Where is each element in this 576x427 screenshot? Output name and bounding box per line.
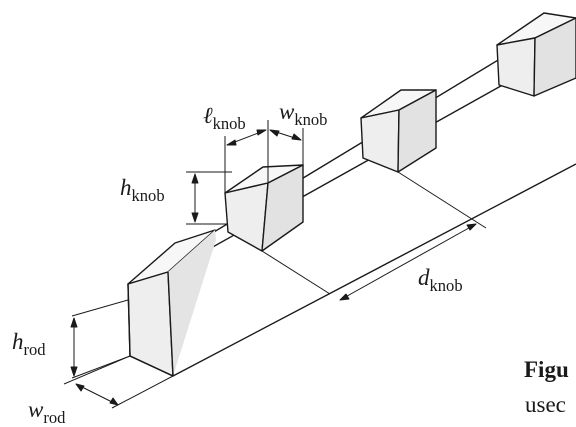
d-knob-label: dknob (418, 266, 463, 294)
caption-line-1: Figu (524, 357, 569, 383)
w-knob-symbol: w (279, 99, 294, 124)
d-knob-symbol: d (418, 265, 430, 290)
h-knob-label: hknob (120, 176, 165, 204)
h-rod-subscript: rod (24, 340, 46, 359)
h-knob-symbol: h (120, 175, 132, 200)
h-rod-dimension (71, 300, 130, 378)
knob-2-front (361, 110, 399, 172)
knob-3-front (497, 38, 535, 96)
l-knob-symbol: ℓ (203, 103, 213, 128)
w-knob-label: wknob (279, 100, 327, 128)
caption-line-2: usec (525, 392, 566, 418)
w-rod-symbol: w (28, 397, 43, 422)
h-rod-label: hrod (12, 330, 46, 358)
d-knob-subscript: knob (430, 276, 463, 295)
l-knob-subscript: knob (213, 114, 246, 133)
rod-end-front-face (128, 272, 173, 376)
h-knob-subscript: knob (132, 186, 165, 205)
w-knob-subscript: knob (294, 110, 327, 129)
w-rod-label: wrod (28, 398, 65, 426)
knob-1-front (225, 183, 268, 251)
w-rod-subscript: rod (43, 408, 65, 427)
l-knob-label: ℓknob (203, 104, 246, 132)
h-rod-symbol: h (12, 329, 24, 354)
